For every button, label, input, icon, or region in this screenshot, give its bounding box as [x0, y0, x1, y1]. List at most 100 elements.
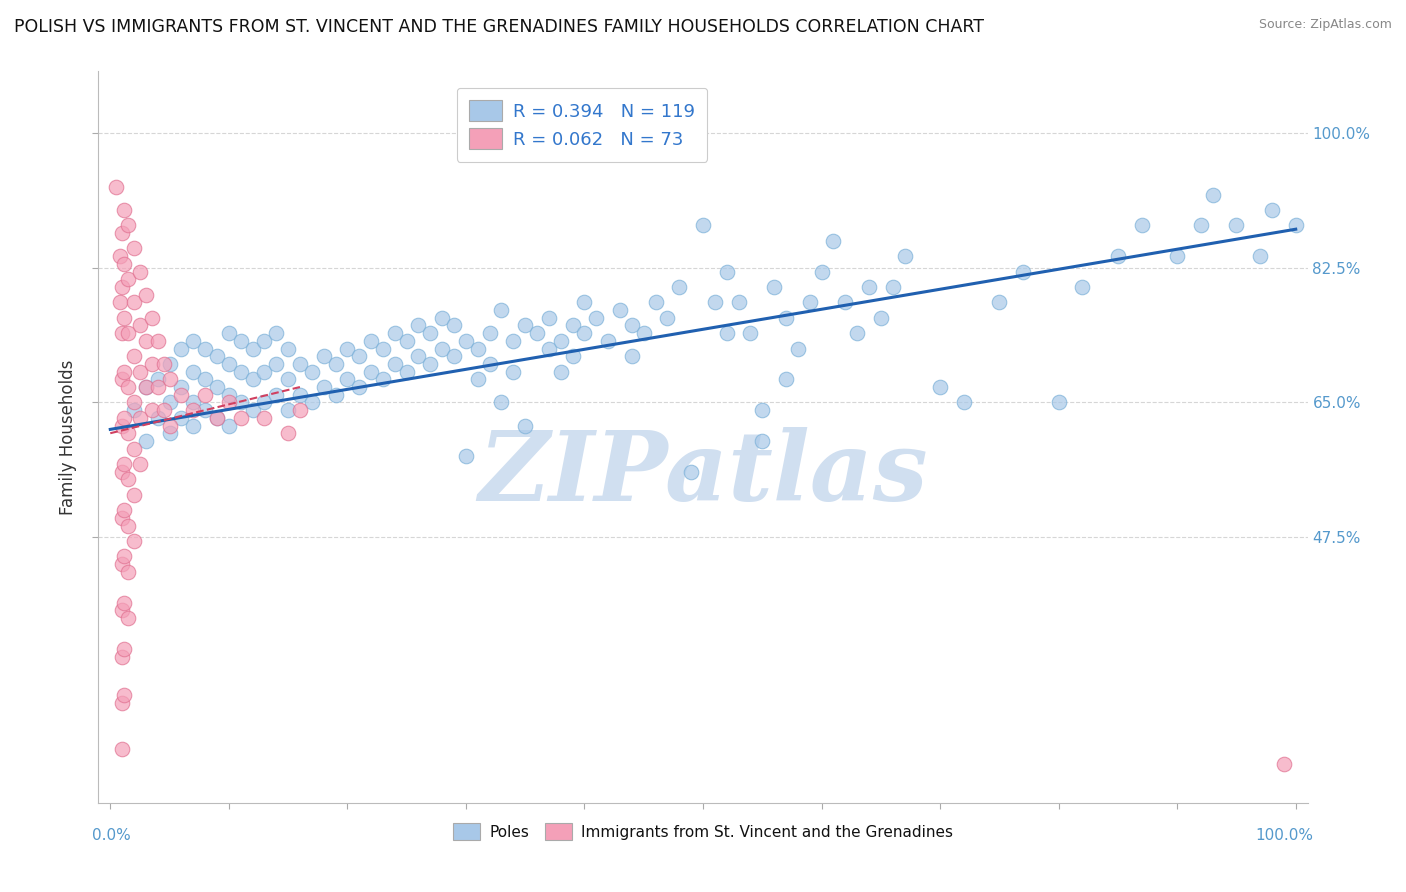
Point — [159, 418, 181, 433]
Point — [152, 357, 174, 371]
Point — [218, 326, 240, 340]
Point — [114, 257, 136, 271]
Point — [371, 372, 394, 386]
Point — [194, 403, 217, 417]
Point — [952, 395, 974, 409]
Point — [242, 342, 264, 356]
Point — [146, 410, 169, 425]
Point — [515, 318, 537, 333]
Point — [253, 334, 276, 348]
Point — [117, 518, 139, 533]
Point — [1202, 187, 1225, 202]
Point — [181, 395, 204, 409]
Point — [502, 365, 524, 379]
Point — [419, 326, 441, 340]
Point — [1285, 219, 1308, 233]
Point — [111, 226, 134, 240]
Point — [117, 326, 139, 340]
Point — [1261, 202, 1284, 217]
Point — [537, 342, 560, 356]
Point — [111, 649, 134, 664]
Point — [135, 434, 157, 448]
Point — [644, 295, 666, 310]
Text: POLISH VS IMMIGRANTS FROM ST. VINCENT AND THE GRENADINES FAMILY HOUSEHOLDS CORRE: POLISH VS IMMIGRANTS FROM ST. VINCENT AN… — [14, 18, 984, 36]
Point — [129, 264, 152, 278]
Point — [491, 303, 513, 318]
Point — [114, 457, 136, 471]
Point — [1225, 219, 1247, 233]
Point — [277, 342, 299, 356]
Point — [122, 242, 145, 256]
Point — [264, 388, 287, 402]
Point — [1249, 249, 1271, 263]
Point — [312, 380, 335, 394]
Point — [1047, 395, 1070, 409]
Point — [108, 249, 131, 263]
Point — [681, 465, 703, 479]
Point — [111, 418, 134, 433]
Point — [408, 349, 430, 363]
Point — [117, 472, 139, 486]
Point — [114, 503, 136, 517]
Point — [135, 380, 157, 394]
Point — [122, 395, 145, 409]
Point — [205, 349, 228, 363]
Text: 0.0%: 0.0% — [93, 829, 131, 844]
Point — [823, 234, 845, 248]
Point — [114, 310, 136, 325]
Point — [288, 388, 311, 402]
Point — [454, 334, 477, 348]
Point — [869, 310, 891, 325]
Point — [229, 395, 252, 409]
Point — [1166, 249, 1188, 263]
Point — [205, 410, 228, 425]
Point — [657, 310, 679, 325]
Point — [159, 426, 181, 441]
Text: ZIPatlas: ZIPatlas — [478, 426, 928, 521]
Point — [336, 342, 359, 356]
Point — [810, 264, 832, 278]
Point — [834, 295, 856, 310]
Point — [218, 395, 240, 409]
Point — [893, 249, 915, 263]
Point — [347, 349, 370, 363]
Point — [170, 380, 193, 394]
Point — [325, 357, 347, 371]
Point — [111, 603, 134, 617]
Point — [114, 641, 136, 656]
Y-axis label: Family Households: Family Households — [59, 359, 77, 515]
Point — [159, 372, 181, 386]
Point — [242, 403, 264, 417]
Point — [111, 372, 134, 386]
Point — [288, 403, 311, 417]
Point — [491, 395, 513, 409]
Point — [277, 372, 299, 386]
Point — [858, 280, 880, 294]
Point — [786, 342, 808, 356]
Point — [633, 326, 655, 340]
Point — [277, 426, 299, 441]
Point — [846, 326, 869, 340]
Point — [347, 380, 370, 394]
Legend: Poles, Immigrants from St. Vincent and the Grenadines: Poles, Immigrants from St. Vincent and t… — [447, 816, 959, 847]
Point — [1189, 219, 1212, 233]
Point — [117, 426, 139, 441]
Point — [574, 326, 596, 340]
Point — [194, 372, 217, 386]
Point — [1272, 757, 1295, 772]
Point — [111, 696, 134, 710]
Point — [111, 465, 134, 479]
Point — [763, 280, 786, 294]
Text: 100.0%: 100.0% — [1256, 829, 1313, 844]
Point — [253, 365, 276, 379]
Point — [135, 380, 157, 394]
Point — [288, 357, 311, 371]
Point — [467, 372, 489, 386]
Point — [117, 219, 139, 233]
Point — [129, 365, 152, 379]
Point — [114, 365, 136, 379]
Point — [620, 318, 643, 333]
Point — [1071, 280, 1094, 294]
Point — [194, 388, 217, 402]
Text: Source: ZipAtlas.com: Source: ZipAtlas.com — [1258, 18, 1392, 31]
